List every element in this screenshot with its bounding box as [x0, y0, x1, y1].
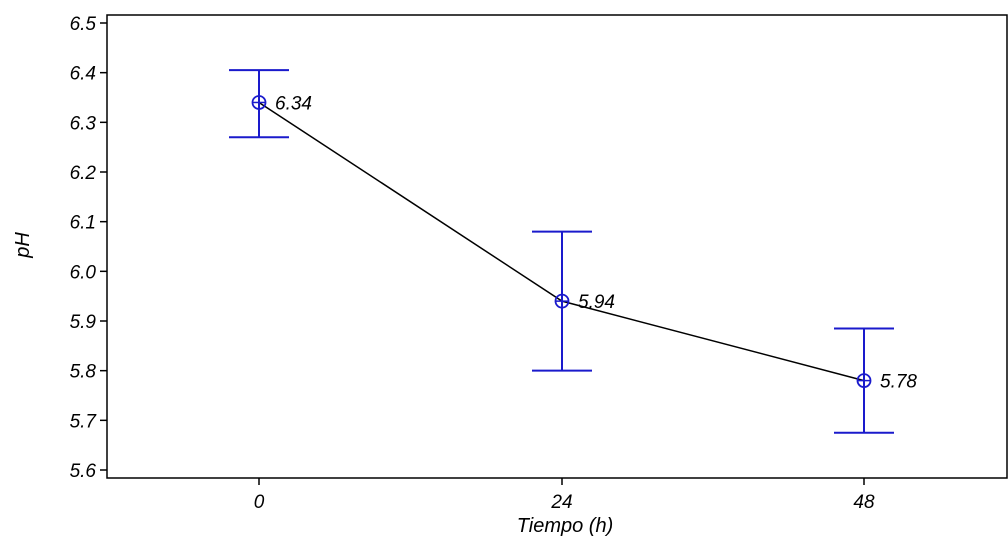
- data-label: 5.94: [578, 292, 615, 313]
- y-tick-label: 5.8: [70, 362, 97, 383]
- y-tick-label: 5.7: [70, 411, 98, 432]
- y-tick-label: 5.9: [70, 312, 97, 333]
- y-tick-label: 6.1: [70, 213, 96, 234]
- y-tick-label: 6.0: [70, 262, 97, 283]
- data-label: 6.34: [275, 93, 312, 114]
- plot-area: 5.6 5.7 5.8 5.9 6.0 6.1 6.2 6.3 6.4 6.5 0 24 48 6.34 5…: [70, 14, 1007, 513]
- y-tick-label: 6.4: [70, 64, 96, 85]
- data-label: 5.78: [880, 372, 917, 393]
- x-axis-title: Tiempo (h): [517, 515, 614, 537]
- x-tick-label: 0: [254, 492, 265, 513]
- x-tick-label: 24: [550, 492, 572, 513]
- x-tick-label: 48: [853, 492, 875, 513]
- y-tick-label: 5.6: [70, 461, 97, 482]
- y-axis-title: pH: [12, 232, 34, 259]
- y-tick-label: 6.2: [70, 163, 97, 184]
- plot-frame: [107, 15, 1007, 478]
- y-tick-label: 6.5: [70, 14, 97, 35]
- y-tick-label: 6.3: [70, 113, 97, 134]
